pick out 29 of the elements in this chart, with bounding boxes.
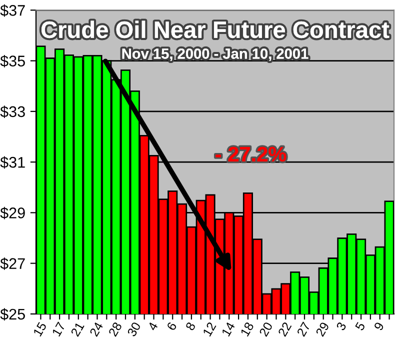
x-tick-label: 4 bbox=[148, 321, 158, 332]
x-tick-label: 17 bbox=[52, 322, 66, 337]
x-tick-label: 5 bbox=[354, 322, 366, 332]
x-tick-label: 9 bbox=[374, 322, 384, 331]
x-tick-label: 12 bbox=[202, 322, 216, 337]
x-tick-label: 27 bbox=[296, 322, 310, 337]
y-tick-label: $33 bbox=[0, 106, 25, 118]
x-tick-label: 14 bbox=[221, 321, 236, 337]
y-tick-label: $27 bbox=[0, 258, 25, 270]
x-tick-label: 21 bbox=[70, 322, 84, 337]
x-tick-label: 8 bbox=[185, 322, 196, 332]
annotation: - 27.2% bbox=[216, 146, 286, 162]
y-tick-label: $29 bbox=[0, 206, 25, 220]
x-tick-label: 18 bbox=[240, 322, 254, 337]
x-tick-label: 22 bbox=[278, 322, 292, 337]
y-tick-label: $37 bbox=[0, 4, 25, 17]
x-tick-label: 3 bbox=[336, 322, 347, 332]
text: Nov 15, 2000 - Jan 10, 2001 bbox=[122, 48, 308, 61]
y-tick-label: $25 bbox=[0, 308, 25, 321]
y-tick-label: $35 bbox=[0, 55, 25, 68]
x-tick-label: 20 bbox=[258, 321, 273, 337]
y-tick-label: $31 bbox=[0, 156, 25, 169]
x-tick-label: 30 bbox=[126, 321, 142, 338]
x-tick-label: 15 bbox=[33, 322, 47, 337]
x-tick-label: 6 bbox=[166, 322, 177, 331]
x-tick-label: 28 bbox=[108, 322, 122, 337]
x-tick-label: 24 bbox=[89, 321, 104, 337]
chart-title: Crude Oil Near Future Contract bbox=[41, 20, 390, 38]
x-tick-label: 29 bbox=[315, 322, 330, 337]
